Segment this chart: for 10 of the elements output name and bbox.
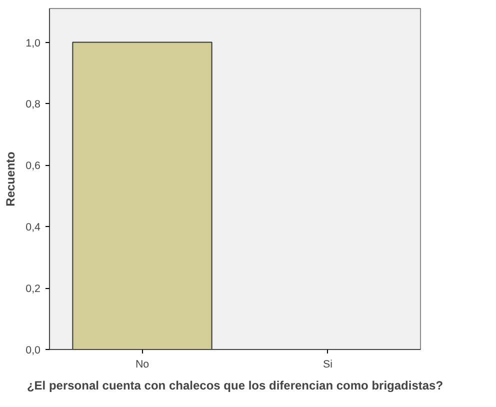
y-axis-title: Recuento <box>4 152 18 206</box>
x-tick-label: No <box>135 358 150 370</box>
y-tick-label: 0,6 <box>26 160 41 172</box>
y-tick-label: 0,8 <box>26 98 41 111</box>
x-tick-label: Si <box>323 358 332 370</box>
x-axis-title: ¿El personal cuenta con chalecos que los diferencian como brigadistas? <box>26 378 444 392</box>
y-tick-label: 1,0 <box>26 37 41 50</box>
y-tick-label: 0,2 <box>26 283 41 296</box>
y-tick-label: 0,0 <box>26 344 41 356</box>
y-tick-label: 0,4 <box>26 222 41 234</box>
